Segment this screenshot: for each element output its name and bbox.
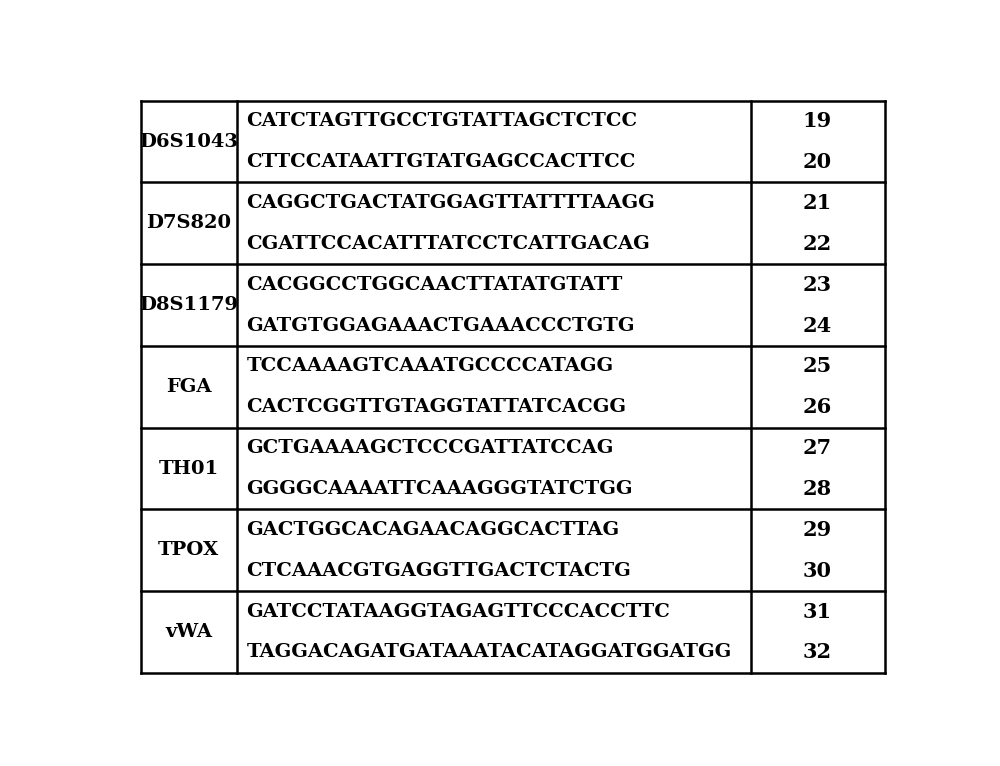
Text: 29: 29 <box>803 520 832 540</box>
Text: FGA: FGA <box>166 378 212 396</box>
Text: 32: 32 <box>803 643 832 663</box>
Text: GATCCTATAAGGTAGAGTTCCCACCTTC: GATCCTATAAGGTAGAGTTCCCACCTTC <box>247 603 670 620</box>
Text: GACTGGCACAGAACAGGCACTTAG: GACTGGCACAGAACAGGCACTTAG <box>247 521 620 538</box>
Text: 25: 25 <box>803 356 832 376</box>
Text: 26: 26 <box>803 398 832 417</box>
Text: CACGGCCTGGCAACTTATATGTATT: CACGGCCTGGCAACTTATATGTATT <box>247 276 623 293</box>
Text: GGGGCAAAATTCAAAGGGTATCTGG: GGGGCAAAATTCAAAGGGTATCTGG <box>247 480 633 498</box>
Text: CGATTCCACATTTATCCTCATTGACAG: CGATTCCACATTTATCCTCATTGACAG <box>247 235 650 253</box>
Text: D8S1179: D8S1179 <box>139 296 238 314</box>
Text: 27: 27 <box>803 438 832 458</box>
Text: CAGGCTGACTATGGAGTTATTTTAAGG: CAGGCTGACTATGGAGTTATTTTAAGG <box>247 194 655 212</box>
Text: CTTCCATAATTGTATGAGCCACTTCC: CTTCCATAATTGTATGAGCCACTTCC <box>247 153 636 171</box>
Text: GCTGAAAAGCTCCCGATTATCCAG: GCTGAAAAGCTCCCGATTATCCAG <box>247 439 614 457</box>
Text: TAGGACAGATGATAAATACATAGGATGGATGG: TAGGACAGATGATAAATACATAGGATGGATGG <box>247 643 732 662</box>
Text: GATGTGGAGAAACTGAAACCCTGTG: GATGTGGAGAAACTGAAACCCTGTG <box>247 316 635 335</box>
Text: TPOX: TPOX <box>158 542 219 559</box>
Text: D7S820: D7S820 <box>146 214 231 232</box>
Text: 19: 19 <box>803 111 832 131</box>
Text: TH01: TH01 <box>159 460 219 477</box>
Text: CACTCGGTTGTAGGTATTATCACGG: CACTCGGTTGTAGGTATTATCACGG <box>247 398 627 416</box>
Text: 22: 22 <box>803 234 832 254</box>
Text: TCCAAAAGTCAAATGCCCCATAGG: TCCAAAAGTCAAATGCCCCATAGG <box>247 358 614 375</box>
Text: 20: 20 <box>803 152 832 172</box>
Text: CTCAAACGTGAGGTTGACTCTACTG: CTCAAACGTGAGGTTGACTCTACTG <box>247 561 631 580</box>
Text: D6S1043: D6S1043 <box>139 133 238 151</box>
Text: 30: 30 <box>803 561 832 581</box>
Text: 28: 28 <box>803 479 832 499</box>
Text: CATCTAGTTGCCTGTATTAGCTCTCC: CATCTAGTTGCCTGTATTAGCTCTCC <box>247 112 638 130</box>
Text: 24: 24 <box>803 316 832 336</box>
Text: 21: 21 <box>803 193 832 213</box>
Text: 23: 23 <box>803 275 832 295</box>
Text: 31: 31 <box>803 601 832 621</box>
Text: vWA: vWA <box>165 623 212 641</box>
